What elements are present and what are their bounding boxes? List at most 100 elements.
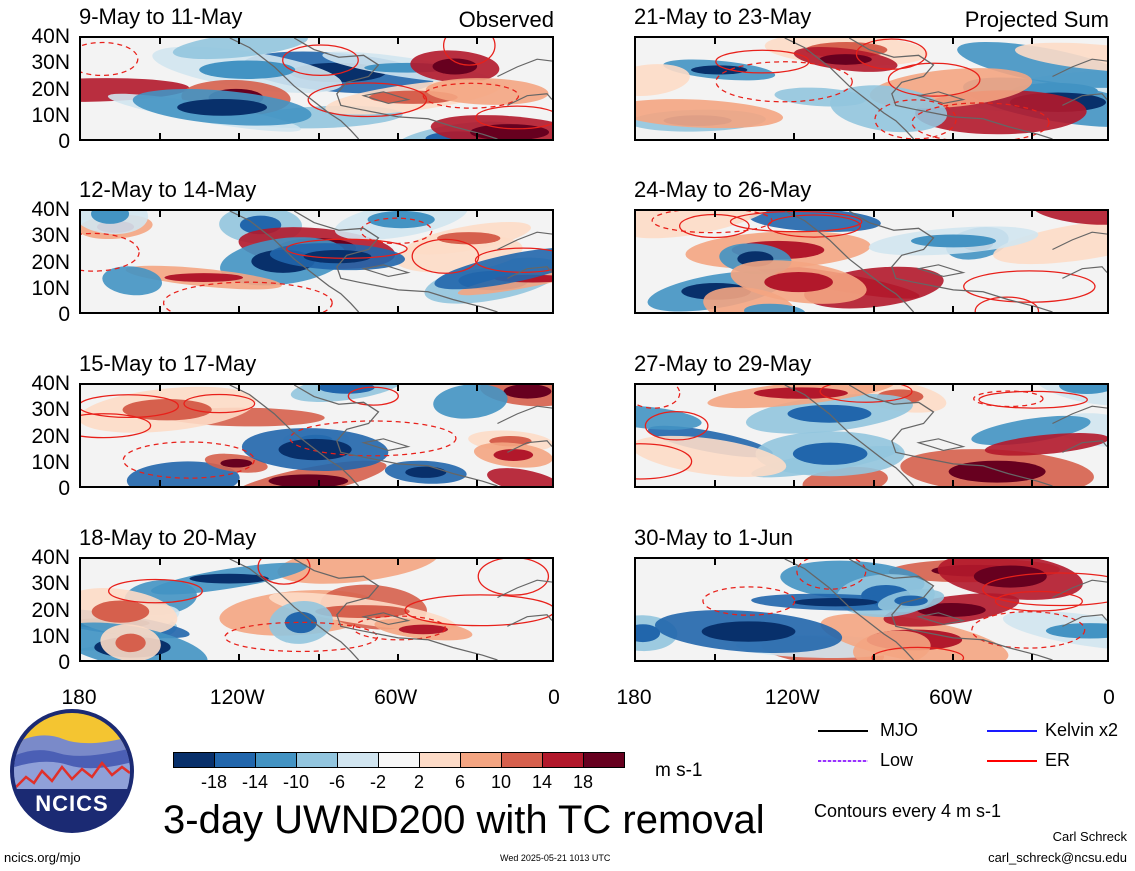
- tick: [951, 211, 954, 217]
- colorbar-label: -14: [241, 772, 269, 792]
- tick: [714, 480, 717, 486]
- lat-label: 10N: [31, 624, 70, 648]
- lat-label: 30N: [31, 398, 70, 422]
- legend-low-line: [818, 760, 868, 762]
- legend-mjo-label: MJO: [880, 720, 918, 740]
- tick: [1030, 654, 1033, 660]
- ncics-logo-graphic: [10, 709, 134, 833]
- panel-title: 21-May to 23-May: [634, 4, 812, 29]
- tick: [238, 211, 241, 217]
- legend-mjo-line: [818, 730, 868, 732]
- tick: [238, 306, 241, 312]
- legend-er-line: [987, 760, 1037, 762]
- tick: [1030, 385, 1033, 391]
- tick: [396, 211, 399, 217]
- colorbar-units: m s-1: [655, 760, 703, 781]
- tick: [317, 385, 320, 391]
- colorbar-swatch: [337, 752, 379, 768]
- tick: [793, 133, 796, 139]
- tick: [1030, 559, 1033, 565]
- lat-label: 10N: [31, 450, 70, 474]
- tick: [872, 480, 875, 486]
- tick: [317, 480, 320, 486]
- lon-label: 120W: [764, 686, 820, 709]
- lon-label: 180: [61, 686, 97, 709]
- panel-tag: Projected Sum: [964, 7, 1109, 32]
- lat-label: 30N: [31, 224, 70, 248]
- map-panel: [79, 383, 554, 488]
- panel-title: 12-May to 14-May: [79, 177, 257, 202]
- tick: [714, 559, 717, 565]
- tick: [317, 654, 320, 660]
- colorbar-label: -6: [328, 772, 346, 792]
- panel-title: 24-May to 26-May: [634, 177, 812, 202]
- map-panel: [79, 557, 554, 662]
- lat-label: 10N: [31, 276, 70, 300]
- colorbar-swatch: [583, 752, 625, 768]
- tick: [159, 480, 162, 486]
- tick: [793, 385, 796, 391]
- tick: [317, 559, 320, 565]
- lat-label: 0: [58, 477, 70, 500]
- colorbar-swatch: [296, 752, 338, 768]
- lat-label: 20N: [31, 424, 70, 448]
- logo-text: NCICS: [35, 791, 109, 816]
- colorbar-swatch: [542, 752, 584, 768]
- map-panel: [634, 383, 1109, 488]
- colorbar-label: 14: [531, 772, 553, 792]
- tick: [1030, 480, 1033, 486]
- tick: [317, 133, 320, 139]
- panel-tag: Observed: [458, 7, 554, 32]
- colorbar-label: 6: [454, 772, 466, 792]
- tick: [238, 133, 241, 139]
- colorbar-swatch: [214, 752, 256, 768]
- ncics-logo: NCICS: [8, 707, 136, 835]
- lat-label: 40N: [31, 198, 70, 221]
- tick: [714, 654, 717, 660]
- tick: [317, 211, 320, 217]
- tick: [396, 559, 399, 565]
- lat-label: 20N: [31, 250, 70, 274]
- footer-email[interactable]: carl_schreck@ncsu.edu: [988, 850, 1127, 865]
- colorbar-swatch: [501, 752, 543, 768]
- lat-label: 40N: [31, 25, 70, 48]
- map-panel: [79, 36, 554, 141]
- tick: [793, 559, 796, 565]
- colorbar-swatch: [378, 752, 420, 768]
- tick: [475, 211, 478, 217]
- map-panel: [634, 36, 1109, 141]
- panel-title: 27-May to 29-May: [634, 351, 812, 376]
- tick: [396, 480, 399, 486]
- tick: [475, 654, 478, 660]
- contour-note: Contours every 4 m s-1: [814, 801, 1002, 821]
- lon-label: 180: [616, 686, 652, 709]
- lon-label: 0: [548, 686, 560, 709]
- colorbar-label: 18: [572, 772, 594, 792]
- tick: [396, 306, 399, 312]
- tick: [159, 559, 162, 565]
- map-panel: [634, 209, 1109, 314]
- lat-label: 20N: [31, 77, 70, 101]
- colorbar-swatch: [460, 752, 502, 768]
- panel-title: 15-May to 17-May: [79, 351, 257, 376]
- lat-label: 30N: [31, 51, 70, 75]
- footer-url[interactable]: ncics.org/mjo: [4, 850, 81, 865]
- colorbar-swatch: [255, 752, 297, 768]
- tick: [159, 133, 162, 139]
- tick: [714, 385, 717, 391]
- tick: [872, 385, 875, 391]
- tick: [872, 38, 875, 44]
- legend-er-label: ER: [1045, 750, 1071, 770]
- map-panel: [634, 557, 1109, 662]
- tick: [396, 654, 399, 660]
- tick: [1030, 306, 1033, 312]
- tick: [159, 38, 162, 44]
- tick: [951, 654, 954, 660]
- colorbar-label: -18: [200, 772, 228, 792]
- tick: [159, 211, 162, 217]
- legend-low-label: Low: [880, 750, 914, 770]
- colorbar-label: 2: [413, 772, 425, 792]
- tick: [793, 480, 796, 486]
- map-panel: [79, 209, 554, 314]
- legend-kelvin-line: [987, 730, 1037, 732]
